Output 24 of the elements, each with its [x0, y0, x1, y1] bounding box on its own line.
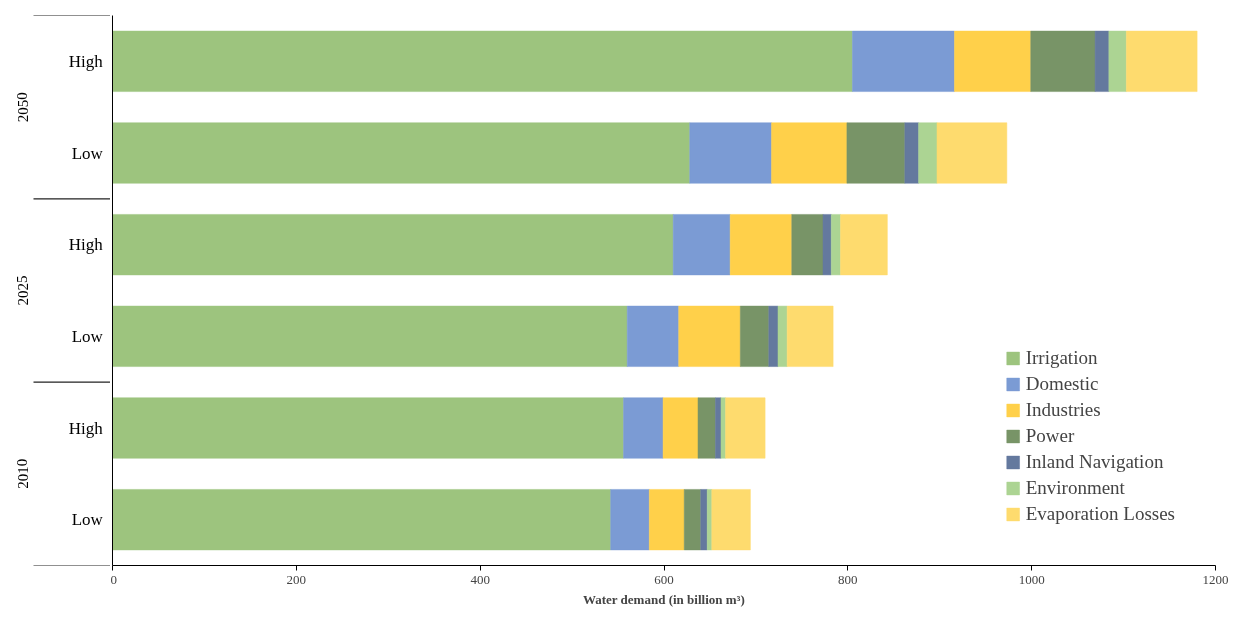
x-tick-label: 1000 — [1018, 571, 1045, 587]
legend-label: Domestic — [1025, 373, 1099, 395]
y-tick-label: High — [68, 51, 104, 71]
legend-label: Industries — [1025, 399, 1101, 421]
legend-label: Environment — [1025, 477, 1125, 499]
x-axis-title: Water demand (in billion m³) — [582, 591, 745, 607]
legend-label: Irrigation — [1025, 347, 1098, 369]
y-tick-label: Low — [71, 326, 104, 346]
x-tick-label: 800 — [838, 571, 858, 587]
legend-label: Inland Navigation — [1025, 451, 1164, 473]
x-tick-label: 600 — [654, 571, 674, 587]
y-tick-label: High — [68, 235, 104, 255]
y-tick-label: Low — [71, 143, 104, 163]
legend-label: Evaporation Losses — [1025, 503, 1175, 525]
x-tick-label: 200 — [286, 571, 307, 587]
y-tick-label: High — [68, 418, 104, 438]
x-tick-label: 1200 — [1202, 571, 1229, 587]
text: 2025 — [14, 275, 31, 306]
x-tick-label: 0 — [110, 571, 117, 587]
text: 2010 — [14, 458, 31, 489]
y-tick-label: Low — [71, 510, 104, 530]
x-tick-label: 400 — [470, 571, 490, 587]
text: 2050 — [14, 92, 31, 123]
legend-label: Power — [1025, 425, 1075, 447]
